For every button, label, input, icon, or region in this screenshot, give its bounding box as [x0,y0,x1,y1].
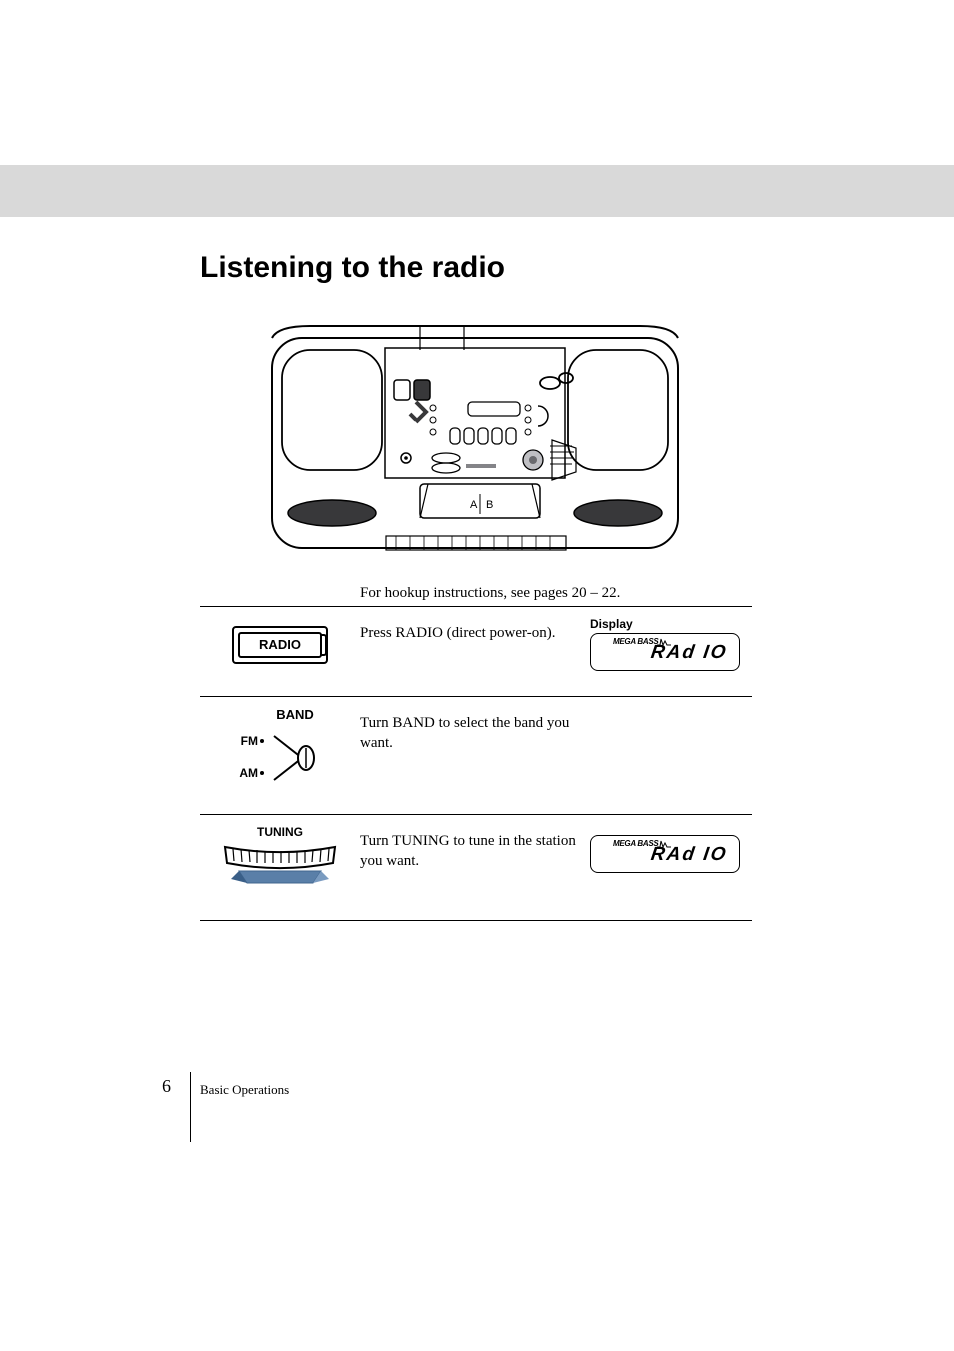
tuning-title: TUNING [210,825,350,839]
display-heading: Display [590,617,752,631]
header-banner [0,165,954,217]
control-cell: TUNING [200,825,360,896]
display-cell: Display MEGA BASS RAd IO [590,617,752,672]
display-cell: MEGA BASS RAd IO [590,825,752,896]
step-row-tuning: TUNING Tu [200,814,752,921]
control-cell: RADIO [200,617,360,672]
band-am-label: AM [230,766,258,780]
svg-text:B: B [486,499,493,511]
band-lever-icon [268,728,316,790]
step-row-radio: RADIO Press RADIO (direct power-on). Dis… [200,606,752,696]
radio-button-label: RADIO [259,637,301,652]
steps-table: RADIO Press RADIO (direct power-on). Dis… [200,606,752,921]
page-title: Listening to the radio [200,251,505,285]
control-cell: BAND FM AM [200,707,360,790]
band-title: BAND [260,707,330,722]
footer-section: Basic Operations [200,1082,289,1098]
band-switch-illustration: BAND FM AM [230,707,330,790]
hookup-caption: For hookup instructions, see pages 20 – … [360,585,620,602]
device-illustration: A B [270,308,680,568]
lcd-text: RAd IO [649,844,728,866]
lcd-display: MEGA BASS RAd IO [590,633,740,671]
page-footer: 6 [162,1076,171,1097]
page-number: 6 [162,1076,171,1097]
tuning-dial-icon [215,843,345,891]
step-row-band: BAND FM AM [200,696,752,814]
band-fm-label: FM [230,734,258,748]
lcd-display: MEGA BASS RAd IO [590,835,740,873]
footer-divider [190,1072,191,1142]
instruction-text: Turn BAND to select the band you want. [360,707,590,790]
svg-text:A: A [470,499,478,511]
radio-button-illustration: RADIO [232,626,328,664]
tuning-dial-illustration: TUNING [210,825,350,896]
instruction-text: Press RADIO (direct power-on). [360,617,590,672]
instruction-text: Turn TUNING to tune in the station you w… [360,825,590,896]
lcd-text: RAd IO [649,642,728,664]
